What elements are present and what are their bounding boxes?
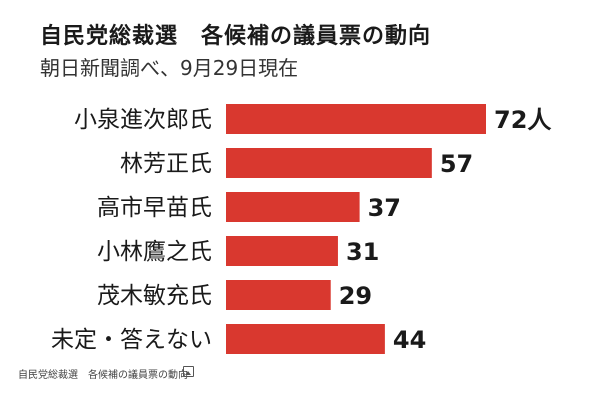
- category-label: 茂木敏充氏: [97, 283, 212, 309]
- chart-title: 自民党総裁選 各候補の議員票の動向: [40, 24, 432, 49]
- chart-subtitle: 朝日新聞調べ、9月29日現在: [40, 56, 299, 80]
- category-label: 林芳正氏: [120, 151, 212, 177]
- value-label: 72人: [494, 106, 551, 134]
- value-label: 44: [393, 326, 426, 354]
- category-label: 高市早苗氏: [97, 195, 212, 221]
- value-label: 37: [368, 194, 401, 222]
- bar: [226, 104, 486, 134]
- value-label: 29: [339, 282, 372, 310]
- bar: [226, 324, 385, 354]
- value-label: 57: [440, 150, 473, 178]
- category-label: 未定・答えない: [51, 327, 212, 353]
- bar: [226, 192, 360, 222]
- category-label: 小泉進次郎氏: [74, 107, 212, 133]
- category-label: 小林鷹之氏: [97, 239, 212, 265]
- image-caption: 自民党総裁選 各候補の議員票の動向: [18, 370, 188, 381]
- bar: [226, 280, 331, 310]
- value-label: 31: [346, 238, 379, 266]
- image-icon[interactable]: [183, 366, 194, 377]
- bar: [226, 236, 338, 266]
- bar: [226, 148, 432, 178]
